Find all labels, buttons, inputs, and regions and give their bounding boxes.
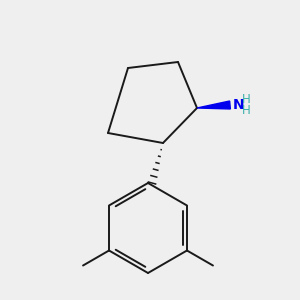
Text: H: H <box>242 93 251 106</box>
Text: N: N <box>233 98 244 112</box>
Text: H: H <box>242 104 251 117</box>
Polygon shape <box>197 101 230 109</box>
